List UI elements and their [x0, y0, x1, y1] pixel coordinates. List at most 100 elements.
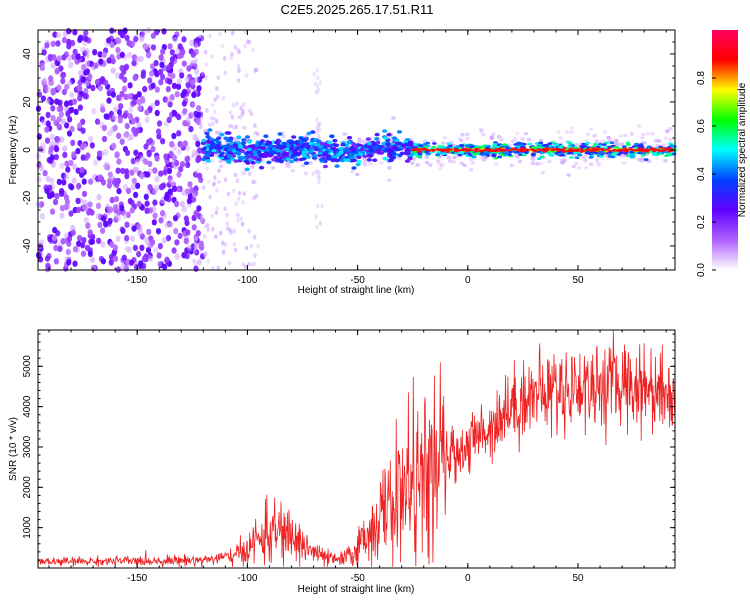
spectrogram-cell — [595, 160, 600, 164]
spectrogram-cell — [459, 151, 465, 155]
spectrogram-cell — [536, 157, 542, 160]
spectrogram-cell — [386, 132, 392, 137]
spectrogram-cell — [139, 173, 145, 180]
spectrogram-cell — [351, 166, 357, 170]
spectrogram-cell — [559, 159, 564, 163]
spectrogram-cell — [52, 118, 58, 126]
spectrogram-cell — [104, 161, 110, 168]
spectrogram-cell — [97, 51, 103, 58]
spectrogram-cell — [532, 145, 538, 149]
spectrogram-cell — [372, 146, 378, 150]
spectrogram-cell — [122, 112, 128, 119]
spectrogram-cell — [193, 210, 199, 217]
spectrogram-cell — [115, 46, 121, 54]
spectrogram-cell — [191, 102, 195, 107]
spectrogram-cell — [55, 136, 61, 143]
spectrogram-cell — [658, 152, 663, 155]
spectrogram-cell — [320, 203, 324, 209]
spectrogram-cell — [192, 192, 196, 198]
spectrogram-cell — [338, 146, 344, 151]
spectrogram-cell — [493, 156, 499, 160]
spectrogram-cell — [49, 208, 56, 215]
spectrogram-cell — [119, 204, 125, 212]
spectrogram-cell — [169, 49, 175, 56]
spectrogram-cell — [568, 142, 573, 145]
spectrogram-cell — [411, 157, 417, 161]
spectrogram-cell — [161, 28, 167, 35]
spectrogram-cell — [339, 158, 345, 163]
spectrogram-cell — [316, 203, 320, 209]
spectrogram-cell — [60, 238, 66, 245]
spectrogram-cell — [71, 177, 77, 184]
spectrogram-cell — [154, 176, 160, 183]
spectrogram-cell — [136, 91, 142, 98]
spectrogram-cell — [167, 78, 173, 85]
spectrogram-cell — [91, 108, 97, 115]
spectrogram-cell — [176, 148, 182, 155]
spectrogram-cell — [169, 141, 175, 148]
spectrogram-cell — [539, 155, 545, 159]
spectrogram-cell — [584, 166, 589, 170]
spectrogram-cell — [50, 105, 56, 112]
spectrogram-cell — [64, 198, 70, 206]
spectrogram-cell — [61, 88, 67, 96]
spectrogram-cell — [517, 150, 522, 153]
spectrogram-cell — [210, 213, 214, 219]
spectrogram-cell — [556, 148, 561, 151]
spectrogram-cell — [60, 71, 67, 79]
spectrogram-cell — [331, 146, 337, 151]
spectrogram-cell — [225, 212, 229, 218]
spectrogram-cell — [629, 155, 635, 159]
spectrogram-cell — [241, 262, 246, 268]
spectrogram-cell — [61, 179, 67, 186]
spectrogram-cell — [95, 202, 102, 209]
spectrogram-cell — [124, 234, 130, 242]
spectrogram-cell — [173, 227, 179, 235]
spectrogram-cell — [362, 139, 367, 144]
spectrogram-cell — [138, 260, 144, 267]
spectrogram-cell — [66, 28, 72, 35]
spectrogram-cell — [211, 121, 215, 127]
spectrogram-cell — [302, 138, 308, 143]
spectrogram-cell — [135, 182, 141, 189]
spectrogram-cell — [83, 29, 89, 37]
spectrogram-cell — [665, 148, 670, 151]
spectrogram-cell — [215, 140, 221, 144]
spectrogram-cell — [236, 78, 241, 83]
spectrogram-cell — [240, 149, 246, 154]
spectrogram-cell — [410, 161, 415, 165]
spectrogram-cell — [174, 200, 180, 208]
spectrogram-cell — [48, 75, 54, 82]
spectrogram-cell — [89, 142, 95, 149]
spectrogram-cell — [94, 78, 101, 86]
spectrogram-cell — [237, 190, 242, 196]
spectrogram-cell — [418, 144, 424, 148]
spectrogram-cell — [174, 239, 180, 246]
spectrogram-cell — [330, 154, 336, 159]
spectrogram-cell — [208, 33, 212, 39]
spectrogram-cell — [109, 41, 115, 48]
spectrogram-cell — [107, 130, 113, 137]
spectrogram-cell — [317, 179, 321, 185]
spectrogram-cell — [340, 142, 346, 147]
spectrogram-cell — [502, 148, 507, 151]
spectrogram-cell — [302, 153, 308, 158]
spectrogram-cell — [244, 135, 251, 139]
spectrogram-cell — [250, 161, 256, 165]
spectrogram-cell — [490, 150, 495, 153]
snr-y-label: SNR (10 * v/v) — [8, 417, 19, 481]
spectrogram-cell — [153, 246, 159, 254]
spectrogram-cell — [460, 149, 465, 152]
colorbar-tick-label: 0.0 — [696, 263, 707, 277]
spectrogram-cell — [158, 54, 164, 61]
spectrogram-cell — [445, 150, 450, 153]
spectrogram-cell — [357, 137, 362, 142]
spectrogram-cell — [114, 151, 120, 158]
spectrogram-cell — [186, 65, 192, 72]
spectrogram-cell — [583, 158, 588, 163]
spectrogram-cell — [160, 73, 166, 81]
spectrogram-cell — [315, 117, 319, 123]
spectrogram-cell — [59, 162, 65, 169]
spectrogram-cell — [86, 209, 92, 216]
spectrogram-cell — [103, 220, 109, 227]
